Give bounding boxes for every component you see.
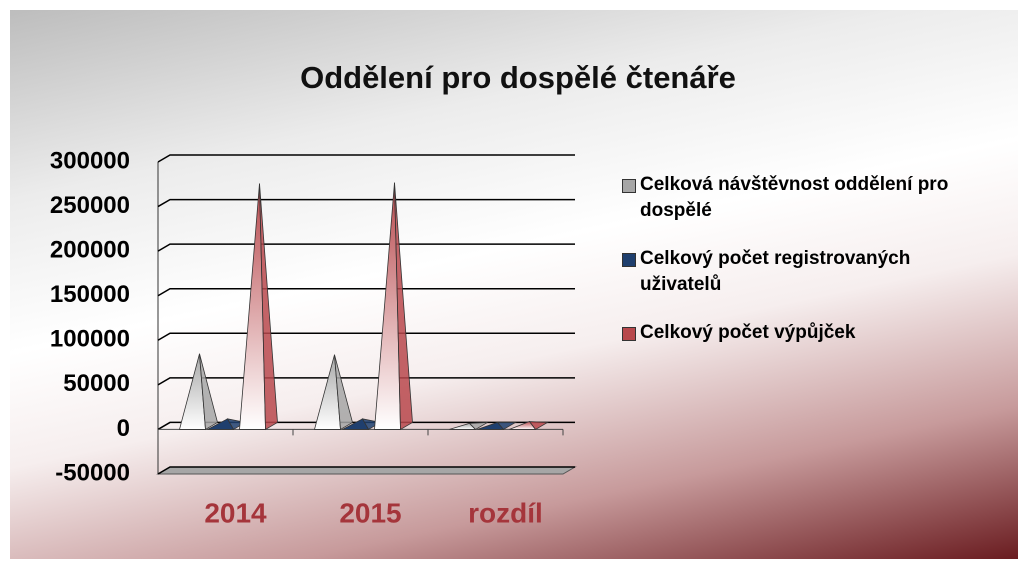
- pyramid: [374, 182, 413, 431]
- y-tick-label: 0: [117, 415, 130, 442]
- y-tick-label: 200000: [50, 236, 130, 263]
- pyramid-side: [468, 422, 488, 430]
- y-tick-label: 100000: [50, 326, 130, 353]
- grid-line: [157, 332, 575, 341]
- y-tick-label: 150000: [50, 281, 130, 308]
- pyramid: [207, 418, 247, 430]
- grid-line: [157, 421, 575, 431]
- grid-line: [157, 466, 575, 475]
- grid-line: [157, 243, 575, 252]
- legend-swatch: [622, 179, 636, 193]
- pyramid-side: [259, 183, 278, 431]
- pyramid: [313, 354, 353, 431]
- chart-title: Oddělení pro dospělé čtenáře: [300, 60, 736, 95]
- pyramid-side: [394, 182, 413, 431]
- x-tick-label: 2014: [204, 497, 267, 528]
- legend-swatch: [622, 327, 636, 341]
- grid-line: [157, 377, 575, 386]
- x-tick-label: rozdíl: [468, 497, 543, 528]
- legend: Celková návštěvnost oddělení pro dospělé…: [620, 172, 990, 368]
- y-tick-label: 50000: [63, 370, 130, 397]
- grid-line: [157, 154, 575, 163]
- legend-label: Celkový počet výpůjček: [640, 322, 856, 343]
- pyramid-side: [496, 421, 517, 430]
- legend-item: Celkový počet registrovaných uživatelů: [620, 246, 990, 298]
- pyramid: [449, 422, 488, 430]
- grid-line: [157, 198, 575, 208]
- y-tick-label: -50000: [55, 459, 130, 486]
- pyramid: [477, 421, 517, 430]
- x-tick-label: 2015: [339, 497, 401, 528]
- legend-item: Celkový počet výpůjček: [620, 320, 990, 346]
- pyramid: [509, 421, 549, 430]
- pyramid: [239, 183, 278, 431]
- legend-item: Celková návštěvnost oddělení pro dospělé: [620, 172, 990, 224]
- legend-swatch: [622, 253, 636, 267]
- grid-line: [157, 287, 575, 297]
- pyramid: [178, 353, 218, 431]
- pyramid-side: [528, 421, 549, 430]
- y-tick-label: 250000: [50, 192, 130, 219]
- y-tick-label: 300000: [50, 147, 130, 174]
- pyramid-side: [334, 354, 353, 431]
- legend-label: Celková návštěvnost oddělení pro dospělé: [640, 174, 949, 221]
- legend-label: Celkový počet registrovaných uživatelů: [640, 248, 911, 295]
- pyramid-side: [199, 353, 218, 431]
- floor: [156, 466, 577, 475]
